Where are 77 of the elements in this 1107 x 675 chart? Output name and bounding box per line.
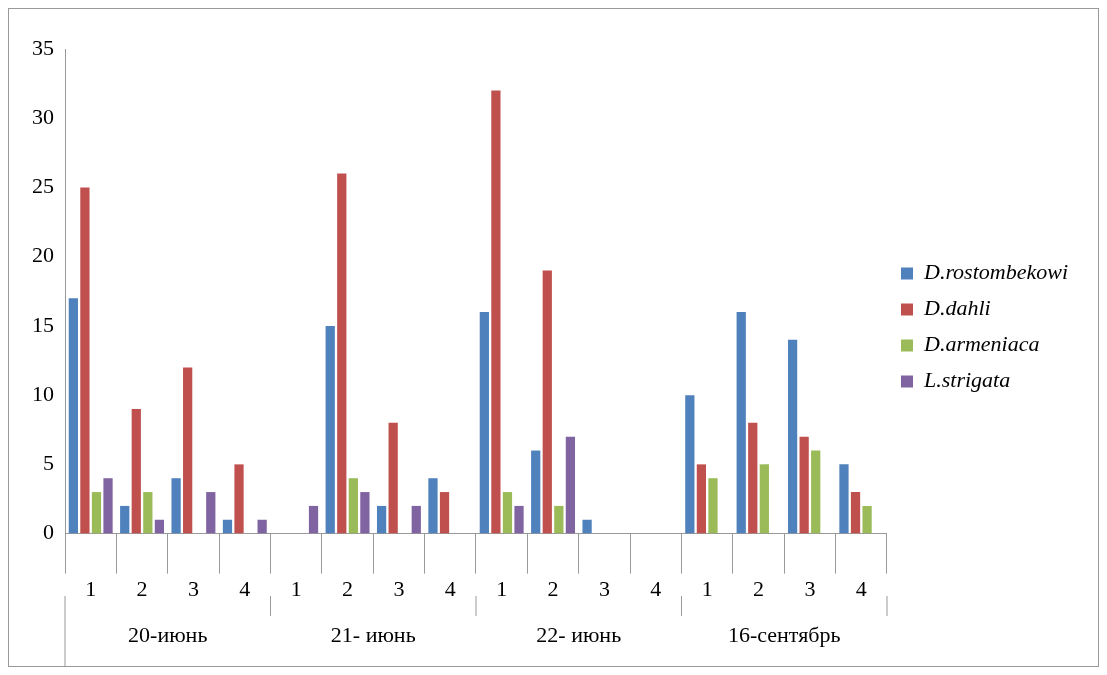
bar [376,505,387,534]
y-tick-label: 25 [32,173,54,199]
bar [234,464,244,534]
y-tick-label: 5 [43,450,54,476]
bar [491,90,501,534]
bar [103,478,113,534]
bar [308,505,319,534]
text: 16-сентябрь [727,621,841,647]
x-tick-label: 1 [701,575,713,601]
bar [325,325,335,534]
x-tick-label: 3 [804,575,816,601]
bar [759,464,769,534]
x-tick-label: 4 [239,575,251,601]
bar [360,492,370,534]
bar [154,519,165,534]
bar [696,464,707,534]
bar [80,187,90,534]
x-tick-label: 4 [855,575,867,601]
bar [222,519,233,534]
bar [411,505,421,534]
legend-label: D.armeniaca [922,331,1040,357]
x-tick-label: 3 [187,575,199,601]
x-tick-label: 2 [547,575,559,601]
bar [388,422,398,534]
x-tick-label: 2 [342,575,354,601]
bar [748,422,758,534]
x-tick-label: 4 [444,575,456,601]
bar [428,478,438,534]
text: 22- июнь [536,621,622,647]
x-tick-label: 4 [650,575,662,601]
y-tick-label: 15 [32,311,54,337]
bar [183,367,193,534]
x-tick-label: 1 [85,575,97,601]
bar [839,464,849,534]
bar [171,478,181,534]
bar [542,270,552,534]
bar [531,450,541,534]
x-tick-label: 2 [753,575,765,601]
bar [131,408,141,534]
y-tick-label: 35 [32,34,54,60]
bar [850,492,861,534]
y-tick-label: 30 [32,104,54,130]
bar [708,478,718,534]
bar [120,505,130,534]
bar [206,492,216,534]
x-tick-label: 3 [598,575,610,601]
bar [68,298,78,534]
x-tick-label: 3 [393,575,405,601]
bar [685,395,695,534]
text: 21- июнь [330,621,416,647]
bar [348,478,358,534]
bar [502,492,513,534]
bar [479,312,489,534]
bar [514,505,524,534]
bar [91,492,102,534]
bar [554,505,564,534]
y-tick-label: 20 [32,242,54,268]
bar [811,450,821,534]
legend-label: L.strigata [922,367,1011,393]
bar [565,436,576,534]
y-tick-label: 10 [32,380,54,406]
bar [799,436,809,534]
text: 20-июнь [128,621,208,647]
y-tick-label: 0 [43,519,54,545]
x-tick-label: 1 [496,575,508,601]
x-tick-label: 2 [136,575,148,601]
bar [337,173,347,534]
bar [143,492,153,534]
bar [862,505,872,534]
bar [257,519,267,534]
bar [736,312,746,534]
bar [439,492,450,534]
legend-label: D.dahli [922,295,991,321]
x-tick-label: 1 [290,575,302,601]
bar [787,339,798,534]
bar [582,519,592,534]
legend-label: D.rostombekowi [922,259,1069,285]
